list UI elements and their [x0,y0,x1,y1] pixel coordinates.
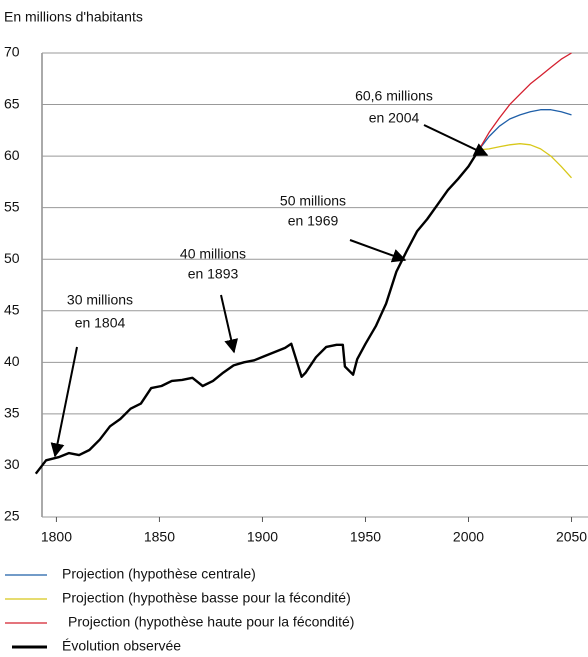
y-axis-label: En millions d'habitants [4,9,143,25]
y-tick-label: 40 [4,353,20,369]
legend-label: Évolution observée [62,638,181,654]
annotation: en 1893 [188,266,239,282]
annotation: en 1969 [288,213,339,229]
annotation-arrow [349,239,407,263]
annotation: 60,6 millions [355,88,433,104]
annotation: en 2004 [369,110,420,126]
x-tick-label: 1850 [144,529,175,545]
y-tick-label: 35 [4,405,20,421]
series-line [478,143,572,179]
x-tick-label: 2050 [556,529,587,545]
legend-label: Projection (hypothèse basse pour la féco… [62,590,351,606]
y-tick-label: 55 [4,198,20,214]
y-tick-label: 70 [4,44,20,60]
series-line [34,149,480,475]
y-tick-label: 25 [4,508,20,524]
y-tick-label: 45 [4,301,20,317]
legend-label: Projection (hypothèse haute pour la féco… [68,614,354,630]
y-tick-label: 50 [4,250,20,266]
x-tick-label: 1800 [41,529,72,545]
x-tick-label: 1950 [350,529,381,545]
x-tick-label: 1900 [247,529,278,545]
annotation: 30 millions [67,292,133,308]
annotation-arrow [50,346,78,458]
annotation: 50 millions [280,193,346,209]
x-tick-label: 2000 [453,529,484,545]
series-line [478,109,572,151]
y-tick-label: 60 [4,147,20,163]
legend-label: Projection (hypothèse centrale) [62,566,256,582]
annotation-arrow [220,294,239,354]
annotation: en 1804 [75,315,126,331]
y-tick-label: 30 [4,456,20,472]
y-tick-label: 65 [4,95,20,111]
series-line [478,52,572,151]
annotation-arrow [423,124,489,156]
annotation: 40 millions [180,246,246,262]
